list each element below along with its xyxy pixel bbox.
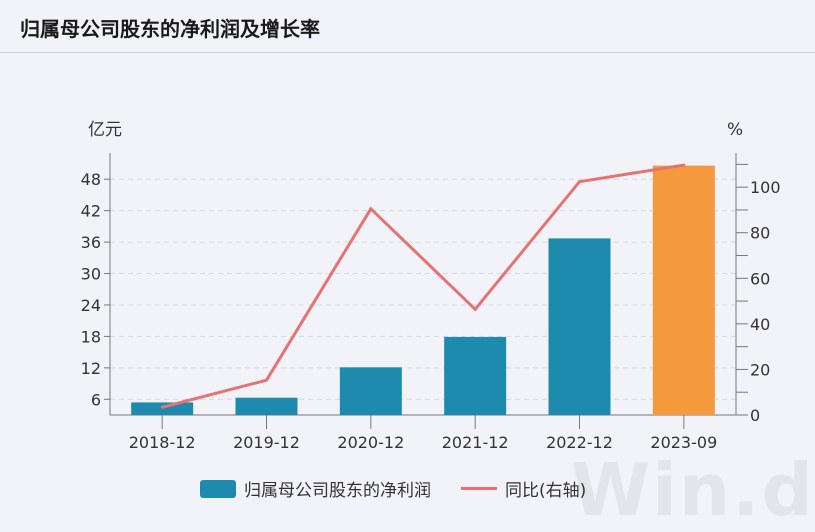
left-tick-label: 18 xyxy=(81,327,101,346)
legend-line-swatch xyxy=(461,487,497,490)
bar-2019-12 xyxy=(235,397,298,415)
bar-2021-12 xyxy=(444,336,507,415)
yoy-point-2018-12 xyxy=(160,405,164,409)
watermark-logo: Win.d xyxy=(570,448,815,532)
x-tick-label: 2022-12 xyxy=(546,433,613,452)
right-tick-label: 20 xyxy=(750,360,770,379)
x-tick-label: 2021-12 xyxy=(442,433,509,452)
right-tick-label: 100 xyxy=(750,178,781,197)
right-tick-label: 80 xyxy=(750,224,770,243)
left-axis-unit: 亿元 xyxy=(88,120,122,140)
left-tick-label: 12 xyxy=(81,359,101,378)
chart-header: 归属母公司股东的净利润及增长率 xyxy=(0,0,815,53)
bar-2020-12 xyxy=(339,367,402,415)
yoy-line xyxy=(161,163,685,409)
yoy-point-2023-09 xyxy=(682,163,686,167)
right-tick-label: 60 xyxy=(750,269,770,288)
x-tick-label: 2023-09 xyxy=(650,433,717,452)
right-tick-label: 0 xyxy=(750,406,760,425)
right-tick-label: 40 xyxy=(750,315,770,334)
yoy-point-2022-12 xyxy=(578,180,581,184)
left-tick-label: 36 xyxy=(81,233,101,252)
left-tick-label: 30 xyxy=(81,265,101,284)
left-tick-label: 48 xyxy=(81,170,101,189)
legend-bar-swatch xyxy=(200,479,236,498)
left-tick-label: 6 xyxy=(91,390,101,409)
left-tick-label: 24 xyxy=(81,296,101,315)
yoy-point-2019-12 xyxy=(265,378,268,382)
yoy-point-2021-12 xyxy=(473,307,477,311)
x-tick-label: 2020-12 xyxy=(337,433,404,452)
bar-2022-12 xyxy=(548,238,611,415)
legend-bar-label: 归属母公司股东的净利润 xyxy=(244,481,431,501)
yoy-point-2020-12 xyxy=(369,207,373,211)
left-tick-label: 42 xyxy=(81,202,101,221)
x-tick-label: 2018-12 xyxy=(129,433,196,452)
chart-title: 归属母公司股东的净利润及增长率 xyxy=(20,17,320,41)
bar-2023-09 xyxy=(652,165,715,415)
legend: 归属母公司股东的净利润 同比(右轴) xyxy=(200,476,586,501)
legend-line-label: 同比(右轴) xyxy=(505,481,587,501)
x-tick-label: 2019-12 xyxy=(233,433,300,452)
right-axis-unit: % xyxy=(727,120,743,140)
